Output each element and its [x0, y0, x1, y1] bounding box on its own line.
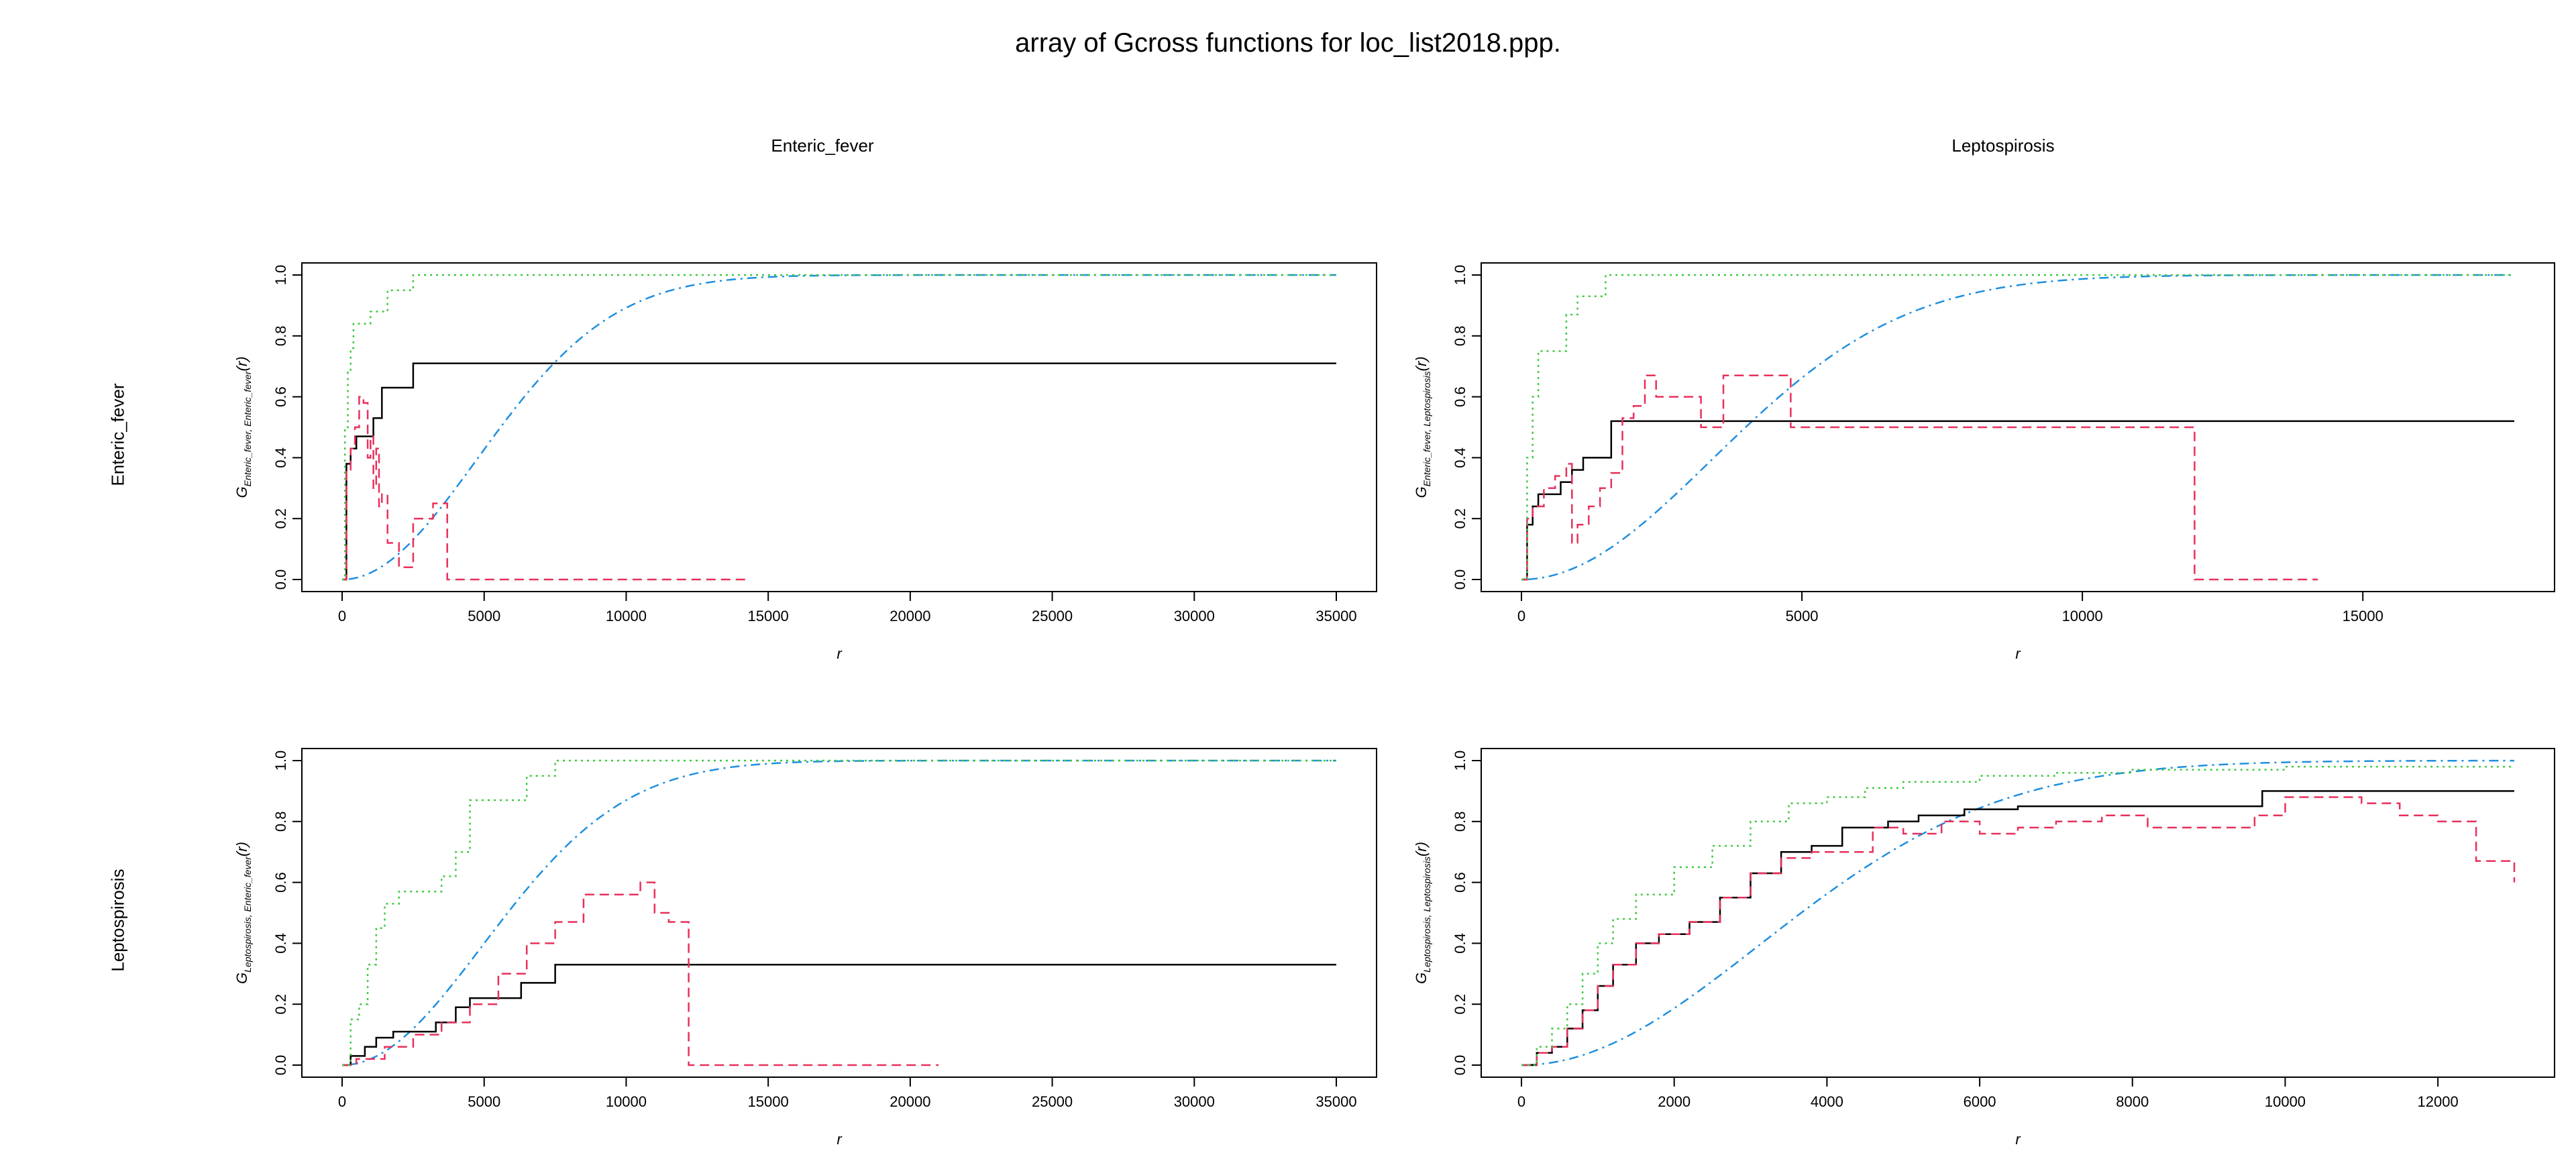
- x-tick-label: 25000: [1032, 1093, 1073, 1110]
- x-tick-label: 5000: [1786, 608, 1819, 624]
- x-tick-label: 2000: [1658, 1093, 1690, 1110]
- x-tick-label: 12000: [2418, 1093, 2459, 1110]
- series-line-obs: [1521, 420, 2514, 581]
- y-tick-label: 0.8: [1452, 812, 1468, 832]
- x-tick-label: 35000: [1316, 608, 1356, 624]
- y-tick-label: 0.0: [1452, 569, 1468, 590]
- series-line-obs: [342, 963, 1336, 1066]
- column-header-enteric-fever: Enteric_fever: [771, 135, 874, 156]
- series-line-rs: [1521, 765, 2514, 1066]
- x-axis-label: r: [837, 645, 843, 662]
- x-tick-label: 8000: [2116, 1093, 2149, 1110]
- y-tick-label: 0.0: [1452, 1055, 1468, 1076]
- series-line-han: [342, 881, 939, 1066]
- x-tick-label: 10000: [606, 1093, 647, 1110]
- gcross-panel: 0 5000 10000 15000 20000 25000 30000 35000 0.0 0.…: [233, 262, 1377, 662]
- x-tick-label: 20000: [890, 608, 930, 624]
- x-tick-label: 15000: [748, 608, 789, 624]
- series-line-theo: [341, 274, 1336, 581]
- x-tick-label: 0: [338, 1093, 346, 1110]
- y-tick-label: 1.0: [1452, 265, 1468, 286]
- y-tick-label: 0.8: [272, 326, 289, 347]
- series-line-obs: [1521, 790, 2514, 1066]
- y-tick-label: 0.8: [272, 812, 289, 832]
- x-tick-label: 15000: [748, 1093, 789, 1110]
- x-tick-label: 15000: [2343, 608, 2383, 624]
- gcross-panel: 0 5000 10000 15000 20000 25000 30000 35000 0.0 0.…: [233, 748, 1377, 1148]
- series-line-theo: [1521, 759, 2514, 1066]
- y-tick-label: 0.4: [1452, 447, 1468, 468]
- y-tick-label: 0.0: [272, 569, 289, 590]
- x-tick-label: 30000: [1174, 608, 1215, 624]
- series-line-rs: [342, 759, 1336, 1066]
- x-tick-label: 0: [338, 608, 346, 624]
- x-tick-label: 5000: [468, 1093, 500, 1110]
- y-tick-label: 0.4: [272, 933, 289, 954]
- x-axis-label: r: [2015, 645, 2021, 662]
- y-tick-label: 0.2: [1452, 994, 1468, 1015]
- plot-frame: [1481, 748, 2555, 1078]
- x-tick-label: 6000: [1964, 1093, 1996, 1110]
- y-axis-label: GEnteric_fever, Enteric_fever(r): [233, 356, 253, 498]
- x-tick-label: 25000: [1032, 608, 1073, 624]
- y-tick-label: 0.4: [1452, 933, 1468, 954]
- y-tick-label: 0.2: [272, 994, 289, 1015]
- x-tick-label: 10000: [606, 608, 647, 624]
- gcross-panel: 0 2000 4000 6000 8000 10000 12000 0.0 0.2 0.4 0.6 0…: [1413, 748, 2555, 1148]
- y-tick-label: 0.6: [1452, 386, 1468, 407]
- y-tick-label: 0.2: [272, 508, 289, 529]
- x-tick-label: 4000: [1811, 1093, 1843, 1110]
- series-line-rs: [1521, 274, 2514, 581]
- x-tick-label: 0: [1517, 608, 1525, 624]
- y-tick-label: 0.8: [1452, 326, 1468, 347]
- x-axis-label: r: [2015, 1131, 2021, 1148]
- series-line-han: [1521, 796, 2516, 1066]
- x-tick-label: 20000: [890, 1093, 930, 1110]
- y-axis-label: GLeptospirosis, Leptospirosis(r): [1413, 842, 1432, 984]
- x-tick-label: 0: [1517, 1093, 1525, 1110]
- x-tick-label: 35000: [1316, 1093, 1356, 1110]
- x-axis-label: r: [837, 1131, 843, 1148]
- y-tick-label: 0.4: [272, 447, 289, 468]
- y-tick-label: 1.0: [272, 265, 289, 286]
- x-tick-label: 10000: [2062, 608, 2103, 624]
- series-line-rs: [342, 274, 1336, 581]
- y-tick-label: 1.0: [272, 751, 289, 771]
- x-tick-label: 5000: [468, 608, 500, 624]
- y-tick-label: 0.6: [272, 872, 289, 893]
- plot-frame: [301, 262, 1377, 592]
- series-line-theo: [341, 759, 1336, 1066]
- column-header-leptospirosis: Leptospirosis: [1951, 135, 2055, 156]
- series-line-han: [342, 396, 749, 581]
- x-tick-label: 10000: [2265, 1093, 2306, 1110]
- y-axis-label: GEnteric_fever, Leptospirosis(r): [1413, 356, 1432, 498]
- y-tick-label: 0.2: [1452, 508, 1468, 529]
- plot-frame: [1481, 262, 2555, 592]
- plot-frame: [301, 748, 1377, 1078]
- y-axis-label: GLeptospirosis, Enteric_fever(r): [233, 842, 253, 984]
- y-tick-label: 0.6: [1452, 872, 1468, 893]
- figure-title: array of Gcross functions for loc_list20…: [1015, 28, 1561, 58]
- y-tick-label: 0.6: [272, 386, 289, 407]
- x-tick-label: 30000: [1174, 1093, 1215, 1110]
- gcross-panel: 0 5000 10000 15000 0.0 0.2 0.4 0.6 0.8 1.0 r GEnter…: [1413, 262, 2555, 662]
- series-line-theo: [1521, 274, 2514, 581]
- series-line-obs: [342, 362, 1336, 581]
- series-line-han: [1521, 374, 2318, 581]
- y-tick-label: 0.0: [272, 1055, 289, 1076]
- y-tick-label: 1.0: [1452, 751, 1468, 771]
